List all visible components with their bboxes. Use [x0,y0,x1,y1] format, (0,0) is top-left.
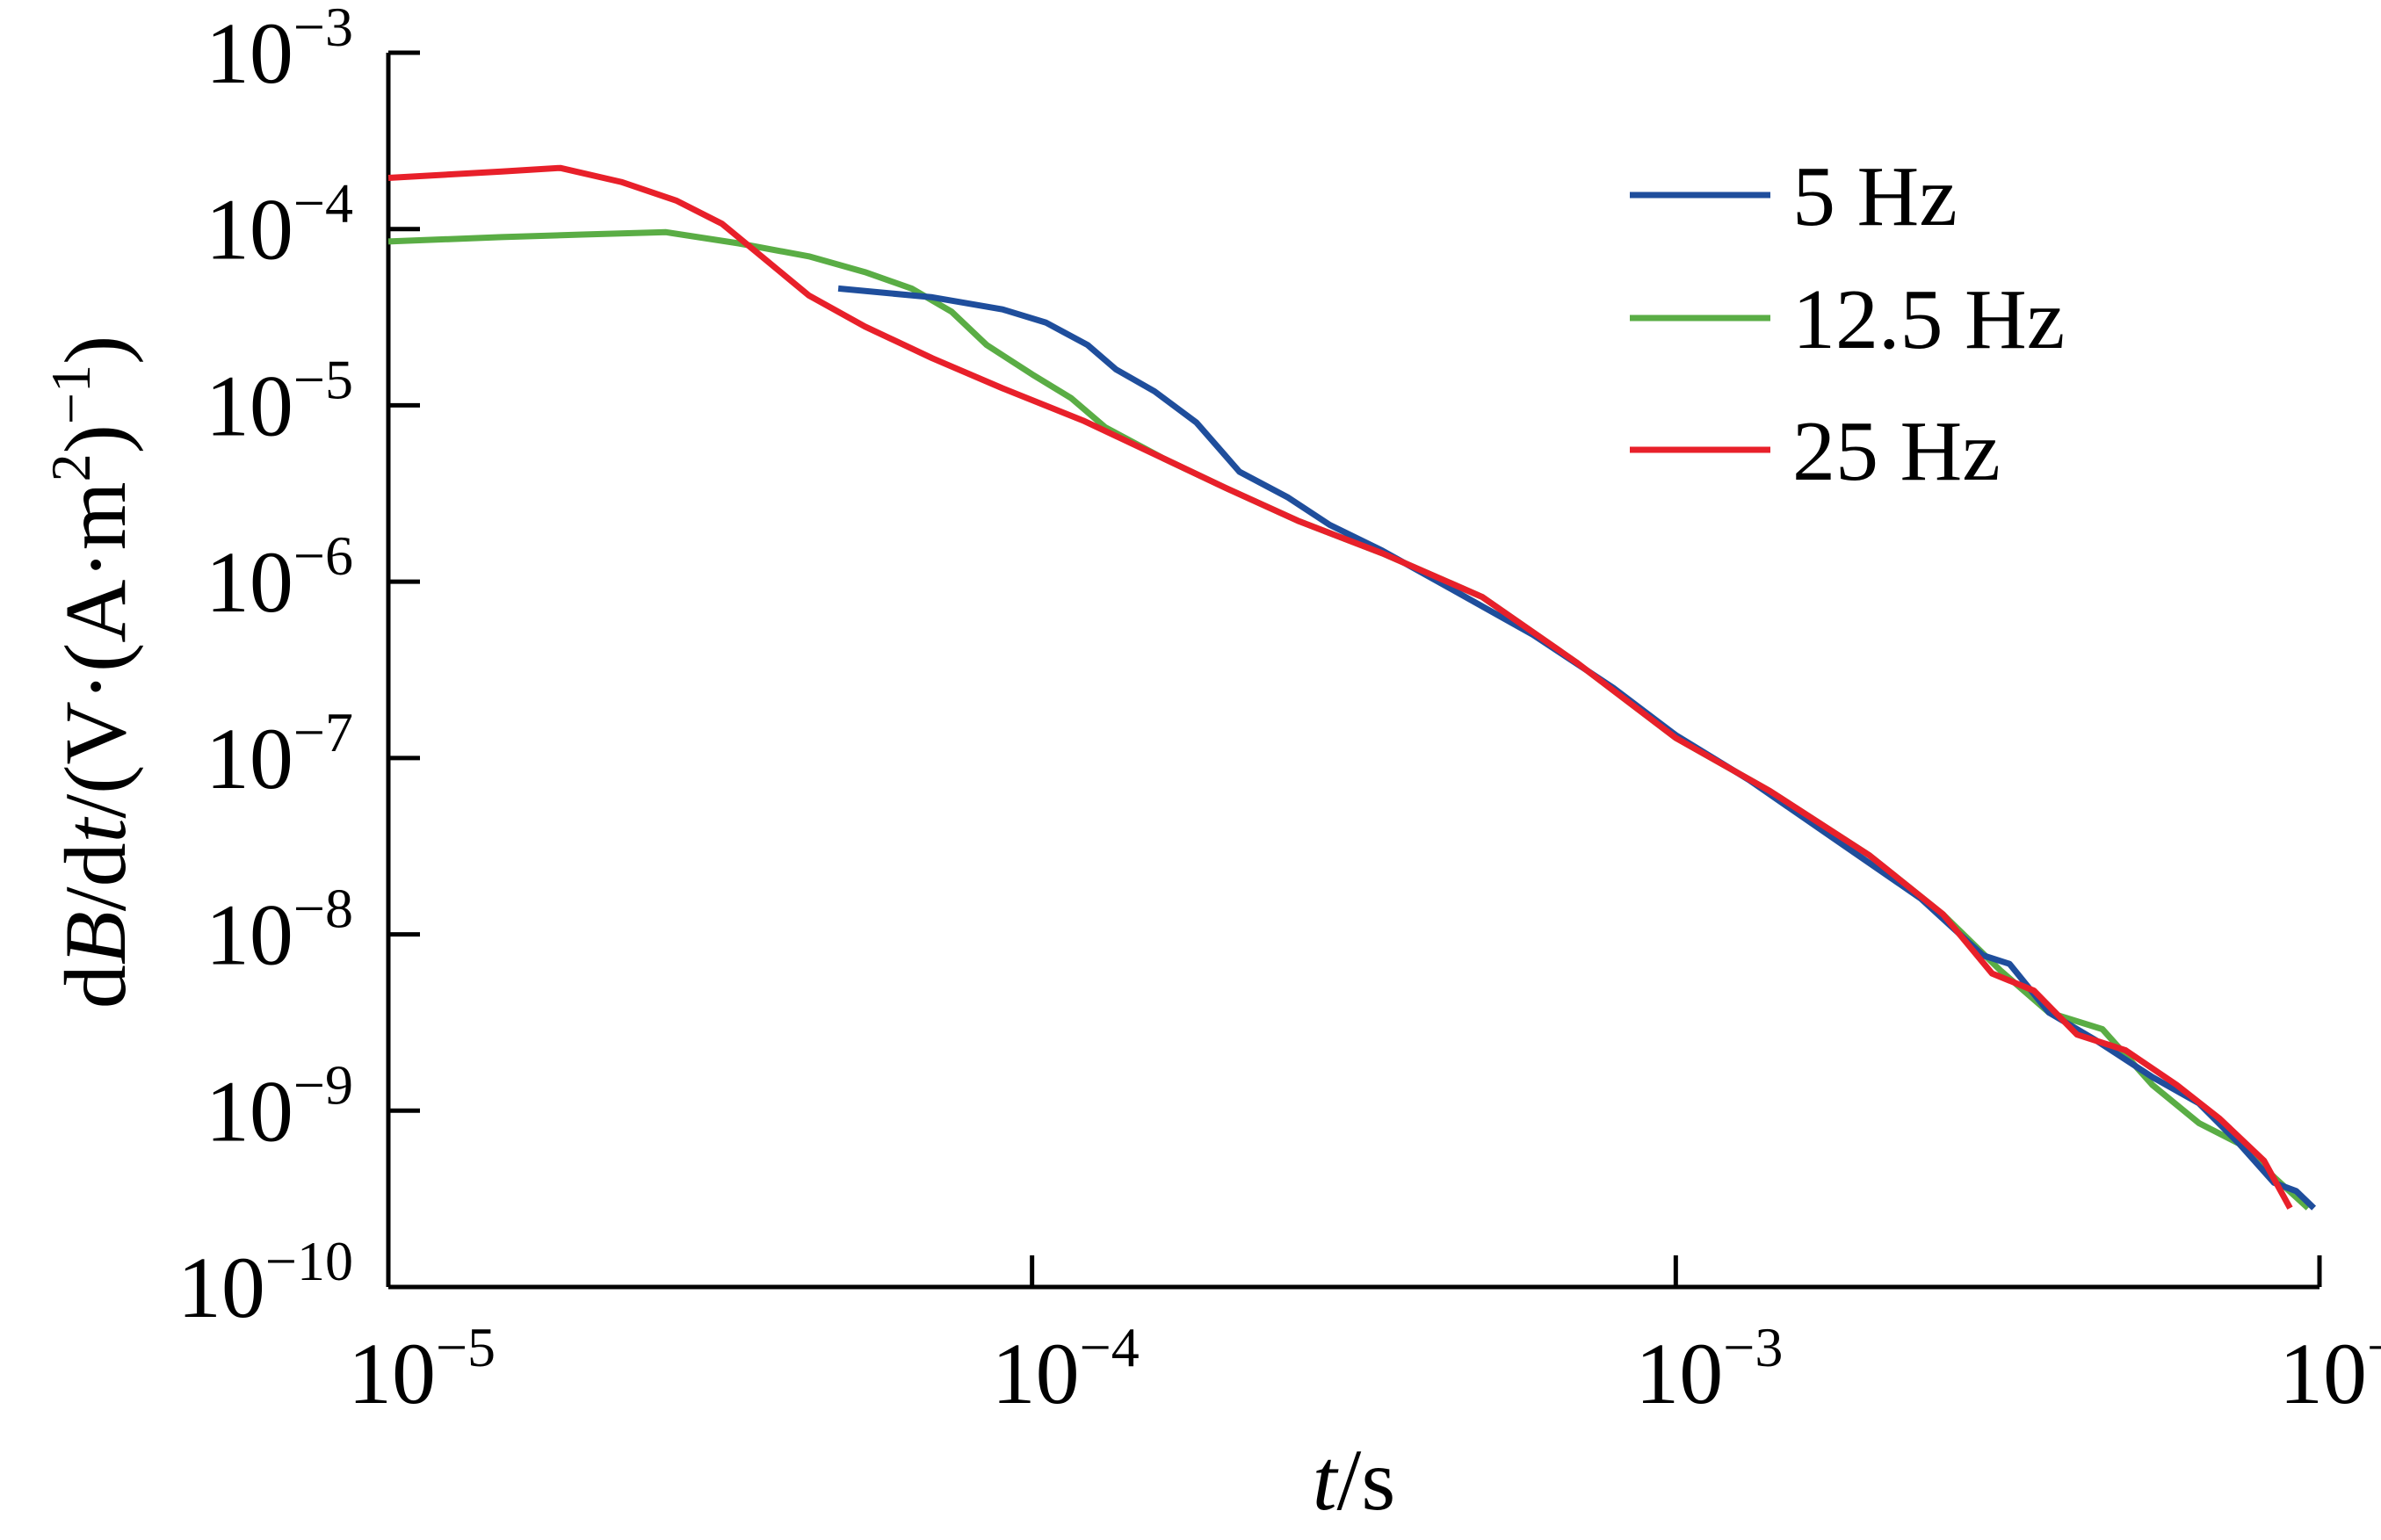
y-tick-label: 10−7 [206,701,353,807]
y-tick-label: 10−3 [206,0,353,102]
y-tick-label: 10−5 [206,348,353,454]
y-tick-label: 10−8 [206,878,353,984]
x-tick-label: 10−3 [1635,1316,1783,1422]
x-tick-label: 10−5 [348,1316,496,1422]
legend-label-5-hz: 5 Hz [1792,149,1958,244]
legend-label-25-hz: 25 Hz [1792,404,2001,499]
series-line-5-hz [837,285,2317,1211]
y-axis-title: dB/dt/(V·(A·m2)−1) [40,336,144,1009]
series-line-25-hz [387,164,2293,1210]
x-ticks: 10−5 10−4 10−3 10−2 [348,1255,2381,1422]
y-tick-label: 10−4 [206,172,353,278]
y-tick-label: 10−6 [206,524,353,631]
y-tick-label: 10−10 [177,1230,353,1336]
x-tick-label: 10−2 [2279,1316,2381,1422]
axes [386,53,2319,1290]
x-axis-title: t/s [1313,1431,1396,1529]
series-layer [387,164,2317,1211]
y-tick-label: 10−9 [206,1053,353,1160]
legend-label-12-5-hz: 12.5 Hz [1792,272,2065,367]
x-tick-label: 10−4 [992,1316,1140,1422]
y-ticks: 10−3 10−4 10−5 10−6 10−7 10−8 10−9 10−10 [177,0,420,1336]
legend: 5 Hz 12.5 Hz 25 Hz [1630,149,2065,499]
series-line-12-5-hz [387,228,2311,1211]
